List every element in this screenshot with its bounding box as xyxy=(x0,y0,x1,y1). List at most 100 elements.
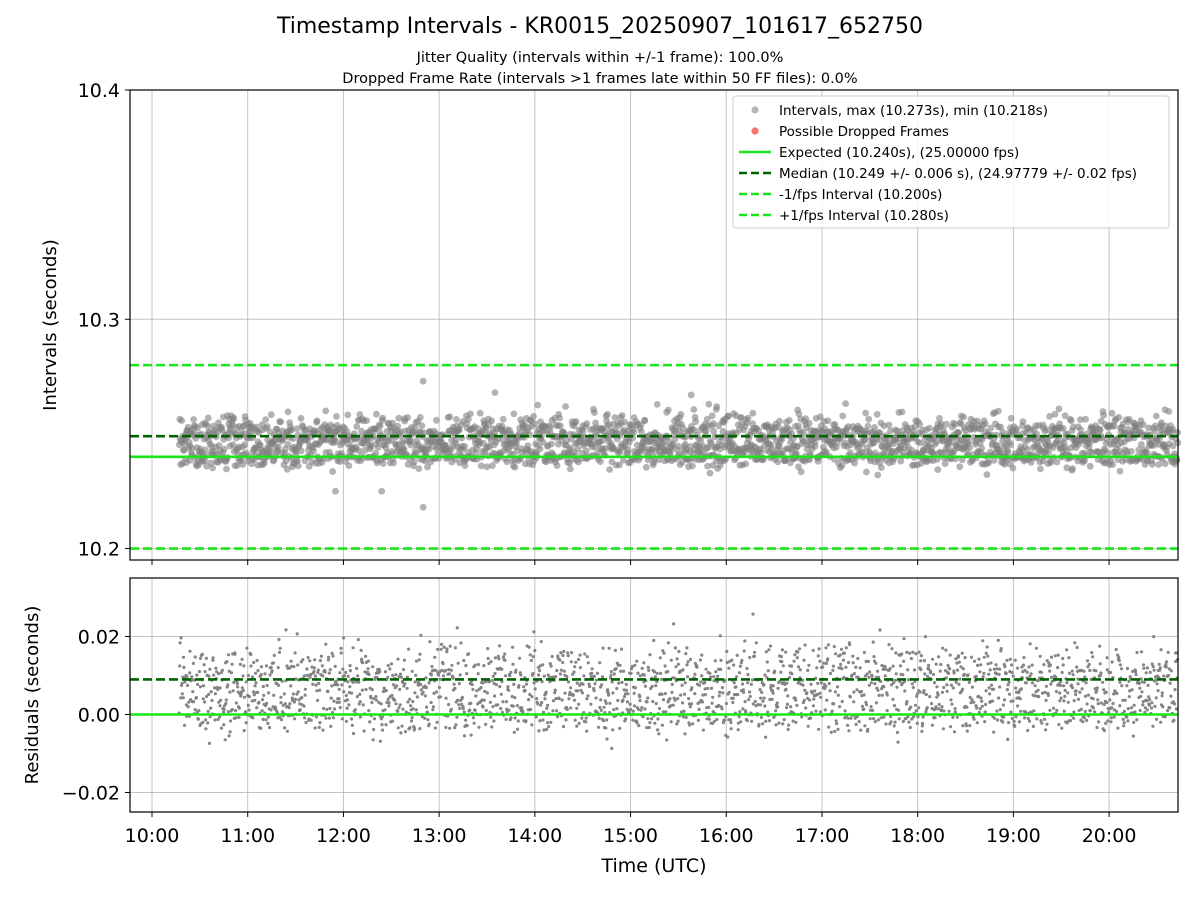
data-point xyxy=(1018,697,1022,701)
data-point xyxy=(590,671,594,675)
data-point xyxy=(758,703,763,707)
data-point xyxy=(749,682,753,687)
data-point xyxy=(1004,671,1008,676)
data-point xyxy=(419,688,423,692)
data-point xyxy=(511,463,519,471)
data-point xyxy=(509,670,513,675)
data-point xyxy=(1105,656,1109,660)
data-point xyxy=(1095,725,1099,730)
data-point xyxy=(511,662,515,666)
data-point xyxy=(1071,686,1075,690)
data-point xyxy=(384,689,388,693)
data-point xyxy=(784,650,788,654)
data-point xyxy=(467,652,471,656)
data-point xyxy=(316,698,320,703)
data-point xyxy=(874,701,879,705)
data-point xyxy=(1122,709,1126,713)
data-point xyxy=(701,693,705,697)
data-point xyxy=(787,723,791,727)
data-point xyxy=(761,722,765,726)
data-point xyxy=(292,665,296,669)
data-point xyxy=(228,690,232,694)
data-point xyxy=(1009,710,1013,714)
data-point xyxy=(947,709,951,713)
data-point xyxy=(731,700,735,705)
data-point xyxy=(608,701,612,705)
data-point xyxy=(260,698,265,702)
data-point xyxy=(633,663,637,667)
data-point xyxy=(865,672,869,676)
data-point xyxy=(842,651,846,655)
data-point xyxy=(1084,681,1088,685)
data-point xyxy=(671,435,679,443)
data-point xyxy=(303,716,307,720)
data-point xyxy=(1173,456,1181,464)
data-point xyxy=(817,727,821,731)
data-point xyxy=(1067,417,1075,425)
data-point xyxy=(456,661,460,665)
data-point xyxy=(851,661,855,665)
data-point xyxy=(612,708,616,712)
data-point xyxy=(238,662,242,667)
data-point xyxy=(294,677,298,681)
data-point xyxy=(408,697,412,701)
dropped-frame-subtitle: Dropped Frame Rate (intervals >1 frames … xyxy=(342,71,858,87)
data-point xyxy=(687,391,695,399)
data-point xyxy=(414,659,419,663)
data-point xyxy=(413,726,417,731)
data-point xyxy=(753,650,757,654)
data-point xyxy=(483,689,487,694)
data-point xyxy=(780,648,785,652)
data-point xyxy=(251,690,256,694)
data-point xyxy=(488,417,495,425)
data-point xyxy=(756,703,760,707)
data-point xyxy=(472,721,476,725)
data-point xyxy=(580,716,584,720)
data-point xyxy=(940,690,945,695)
data-point xyxy=(519,673,523,677)
data-point xyxy=(1075,665,1079,669)
data-point xyxy=(1005,658,1009,663)
data-point xyxy=(347,703,351,707)
data-point xyxy=(198,656,203,660)
data-point xyxy=(1056,666,1060,670)
data-point xyxy=(351,680,355,685)
data-point xyxy=(524,682,529,686)
data-point xyxy=(225,660,229,664)
data-point xyxy=(839,662,843,667)
data-point xyxy=(1085,659,1090,663)
data-point xyxy=(779,670,783,674)
data-point xyxy=(809,716,813,720)
data-point xyxy=(1049,675,1054,680)
data-point xyxy=(262,416,270,423)
data-point xyxy=(924,692,928,697)
data-point xyxy=(506,685,510,689)
data-point xyxy=(527,698,531,702)
data-point xyxy=(785,702,790,706)
data-point xyxy=(394,702,398,706)
data-point xyxy=(995,667,999,671)
data-point xyxy=(660,723,665,727)
data-point xyxy=(229,671,234,675)
data-point xyxy=(556,654,560,658)
data-point xyxy=(1156,689,1160,693)
data-point xyxy=(180,681,184,686)
data-point xyxy=(496,703,500,707)
data-point xyxy=(618,412,626,419)
data-point xyxy=(813,689,817,693)
data-point xyxy=(261,684,265,689)
data-point xyxy=(448,644,452,648)
data-point xyxy=(339,646,343,651)
data-point xyxy=(1059,696,1063,700)
data-point xyxy=(1085,718,1089,723)
data-point xyxy=(1058,691,1062,695)
data-point xyxy=(762,682,766,687)
data-point xyxy=(252,693,256,697)
data-point xyxy=(760,690,764,695)
data-point xyxy=(395,414,403,422)
data-point xyxy=(1010,716,1014,721)
data-point xyxy=(1016,704,1020,708)
data-point xyxy=(871,708,875,713)
data-point xyxy=(541,718,545,722)
data-point xyxy=(1046,693,1050,698)
